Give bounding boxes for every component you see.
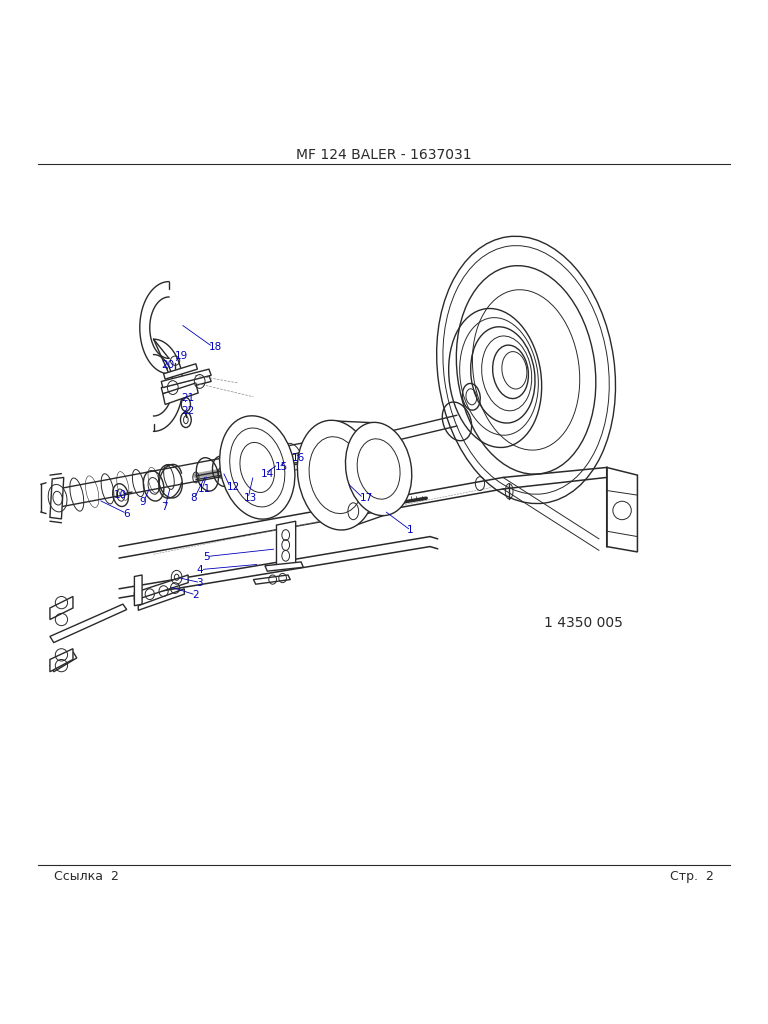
Text: 9: 9 xyxy=(140,497,147,507)
Polygon shape xyxy=(50,649,73,672)
Polygon shape xyxy=(164,364,197,379)
Polygon shape xyxy=(607,467,637,552)
Text: 16: 16 xyxy=(292,454,305,463)
Text: 1: 1 xyxy=(407,525,414,536)
Text: 11: 11 xyxy=(198,484,211,494)
Ellipse shape xyxy=(297,420,376,530)
Text: 10: 10 xyxy=(114,490,127,500)
Polygon shape xyxy=(134,575,188,600)
Polygon shape xyxy=(50,477,64,519)
Text: Стр.  2: Стр. 2 xyxy=(670,869,714,883)
Text: 13: 13 xyxy=(244,494,257,503)
Polygon shape xyxy=(276,521,296,567)
Polygon shape xyxy=(50,604,127,643)
Text: 18: 18 xyxy=(209,342,222,352)
Ellipse shape xyxy=(346,422,412,516)
Text: 3: 3 xyxy=(197,578,204,588)
Text: 17: 17 xyxy=(359,494,372,503)
Text: 6: 6 xyxy=(123,509,130,518)
Text: 2: 2 xyxy=(192,590,199,600)
Ellipse shape xyxy=(220,416,295,519)
Text: 8: 8 xyxy=(190,494,197,503)
Text: 20: 20 xyxy=(161,359,174,370)
Text: 4: 4 xyxy=(197,564,204,574)
Text: 19: 19 xyxy=(175,351,188,361)
Text: 22: 22 xyxy=(181,406,194,416)
Polygon shape xyxy=(161,375,211,393)
Text: Ссылка  2: Ссылка 2 xyxy=(54,869,118,883)
Polygon shape xyxy=(253,575,290,584)
Polygon shape xyxy=(50,596,73,620)
Text: 15: 15 xyxy=(275,463,288,472)
Text: 12: 12 xyxy=(227,482,240,493)
Text: 14: 14 xyxy=(261,469,274,478)
Text: MF 124 BALER - 1637031: MF 124 BALER - 1637031 xyxy=(296,147,472,162)
Text: 1 4350 005: 1 4350 005 xyxy=(545,616,623,631)
Polygon shape xyxy=(50,652,77,672)
Text: 7: 7 xyxy=(161,502,168,512)
Polygon shape xyxy=(134,575,142,606)
Text: 5: 5 xyxy=(203,552,210,561)
Polygon shape xyxy=(161,369,211,387)
Polygon shape xyxy=(138,589,184,610)
Text: 21: 21 xyxy=(181,393,194,403)
Polygon shape xyxy=(265,562,303,571)
Polygon shape xyxy=(163,383,198,404)
